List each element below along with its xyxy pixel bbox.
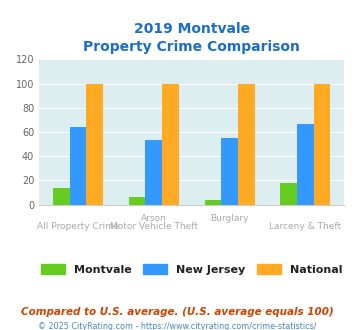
Bar (129, 197, 146, 205)
Text: Burglary: Burglary (211, 214, 249, 223)
Bar (238, 83, 255, 205)
Text: All Property Crime: All Property Crime (37, 221, 119, 231)
Bar (314, 83, 331, 205)
Text: Compared to U.S. average. (U.S. average equals 100): Compared to U.S. average. (U.S. average … (21, 307, 334, 317)
Bar (162, 83, 179, 205)
Bar (297, 123, 314, 205)
Bar (53, 188, 70, 205)
Text: Arson: Arson (141, 214, 166, 223)
Title: 2019 Montvale
Property Crime Comparison: 2019 Montvale Property Crime Comparison (83, 22, 300, 54)
Bar (221, 138, 238, 205)
Text: © 2025 CityRating.com - https://www.cityrating.com/crime-statistics/: © 2025 CityRating.com - https://www.city… (38, 322, 317, 330)
Text: Motor Vehicle Theft: Motor Vehicle Theft (110, 221, 198, 231)
Bar (204, 200, 221, 205)
Text: Larceny & Theft: Larceny & Theft (269, 221, 342, 231)
Bar (146, 141, 162, 205)
Bar (70, 127, 86, 205)
Legend: Montvale, New Jersey, National: Montvale, New Jersey, National (41, 264, 343, 275)
Bar (86, 83, 103, 205)
Bar (280, 183, 297, 205)
